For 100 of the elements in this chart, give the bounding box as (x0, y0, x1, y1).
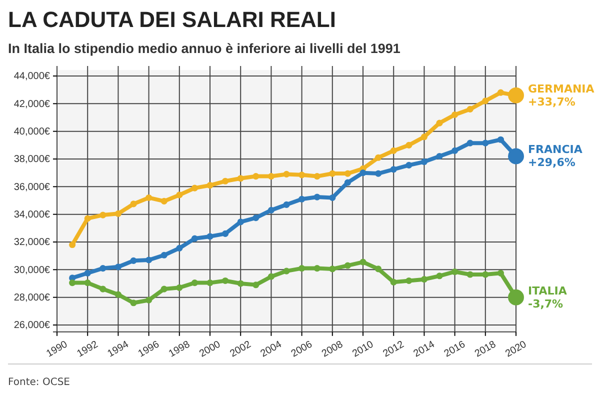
x-tick-label: 1992 (75, 338, 100, 360)
point (360, 258, 366, 266)
x-tick-label: 2016 (442, 338, 468, 360)
point (84, 215, 91, 222)
point (237, 280, 244, 287)
point (222, 230, 229, 237)
point (344, 170, 351, 177)
x-tick-label: 2014 (412, 338, 438, 360)
point (206, 280, 214, 286)
point (146, 194, 152, 202)
point (298, 196, 306, 202)
point (497, 136, 504, 143)
x-tick-label: 2002 (228, 338, 254, 360)
point (420, 158, 428, 166)
text: +33,7% (528, 95, 576, 108)
point (84, 270, 91, 276)
y-tick-label: 36,000€ (14, 182, 50, 193)
x-tick-label: 2004 (258, 338, 284, 360)
point (436, 272, 443, 280)
point (375, 154, 382, 161)
point (268, 206, 274, 214)
point (191, 184, 198, 192)
x-tick-label: 2000 (198, 338, 223, 360)
point (329, 170, 336, 177)
x-tick-label: 1994 (106, 338, 132, 360)
point (237, 175, 244, 182)
x-tick-label: 2018 (473, 338, 498, 360)
point (420, 276, 428, 283)
point (160, 286, 168, 292)
point (222, 277, 229, 284)
point (69, 241, 76, 248)
point (176, 192, 183, 198)
chart-title: LA CADUTA DEI SALARI REALI (8, 7, 336, 32)
point (283, 170, 290, 178)
point (375, 170, 382, 177)
point (160, 198, 168, 204)
point (176, 244, 183, 252)
point (268, 273, 274, 280)
point (344, 262, 351, 269)
y-tick-label: 40,000€ (14, 126, 50, 138)
text: +29,6% (528, 156, 576, 170)
point (222, 178, 229, 184)
point (252, 173, 260, 180)
point (114, 291, 122, 298)
point (100, 212, 106, 218)
y-tick-label: 42,000€ (14, 98, 50, 110)
x-tick-label: 2020 (504, 338, 529, 360)
x-tick-label: 2008 (320, 338, 346, 360)
text: -3,7% (528, 297, 564, 310)
x-tick-label: 2006 (290, 338, 315, 360)
point (191, 235, 198, 242)
x-tick-label: 1990 (44, 338, 70, 360)
source-note: Fonte: OCSE (8, 377, 70, 388)
point (298, 172, 306, 178)
point (283, 201, 290, 208)
point (390, 278, 397, 286)
point (497, 89, 504, 96)
point (390, 166, 397, 173)
y-tick-label: 32,000€ (14, 237, 50, 248)
point (114, 210, 122, 217)
point (237, 218, 244, 226)
point (176, 284, 183, 291)
x-tick-label: 2010 (350, 338, 376, 360)
y-tick-label: 44,000€ (14, 71, 50, 82)
x-tick-label: 1996 (136, 338, 162, 360)
point (452, 268, 458, 276)
point (466, 140, 474, 146)
point (452, 111, 458, 118)
point (360, 170, 366, 176)
x-tick-label: 1998 (167, 338, 192, 360)
point (466, 271, 474, 278)
point (482, 98, 489, 104)
point (406, 277, 412, 284)
point (84, 280, 91, 286)
point (329, 266, 336, 272)
point (314, 194, 320, 200)
point (130, 257, 137, 264)
point (406, 162, 412, 169)
point (314, 265, 320, 272)
series-label: GERMANIA (528, 82, 595, 96)
point (344, 179, 351, 186)
point (436, 152, 443, 160)
y-tick-label: 30,000€ (14, 264, 50, 276)
point (497, 270, 504, 276)
point (100, 265, 106, 272)
point (160, 252, 168, 258)
point (130, 300, 137, 306)
point (100, 286, 106, 292)
point (298, 265, 306, 272)
point (69, 280, 76, 286)
chart-subtitle: In Italia lo stipendio medio annuo è inferiore ai livelli del 1991 (8, 41, 401, 56)
point (191, 280, 198, 286)
point (252, 282, 260, 288)
point (314, 173, 320, 180)
point (420, 134, 428, 140)
point (206, 233, 214, 240)
point (146, 256, 152, 264)
point (466, 106, 474, 112)
point (482, 140, 489, 146)
series-label: ITALIA (528, 284, 568, 298)
